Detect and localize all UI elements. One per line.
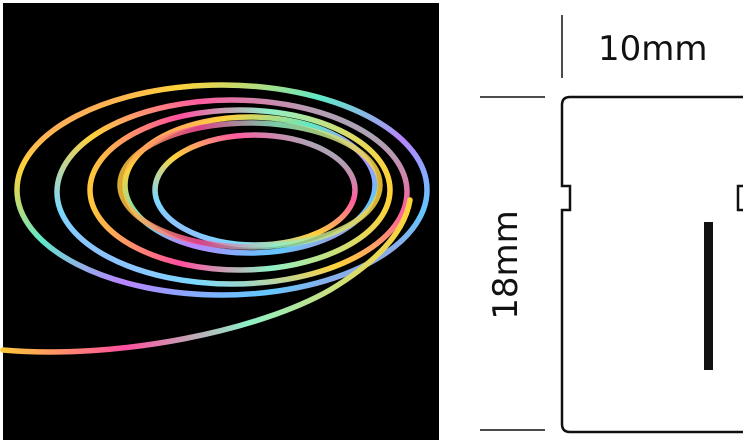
led-chip-bar [704,222,713,370]
profile-notch [736,184,743,212]
height-label: 18mm [486,210,526,320]
profile-outline [560,95,743,434]
profile-diagram [480,15,743,434]
width-label: 10mm [598,29,708,69]
led-strip-photo [0,3,439,440]
